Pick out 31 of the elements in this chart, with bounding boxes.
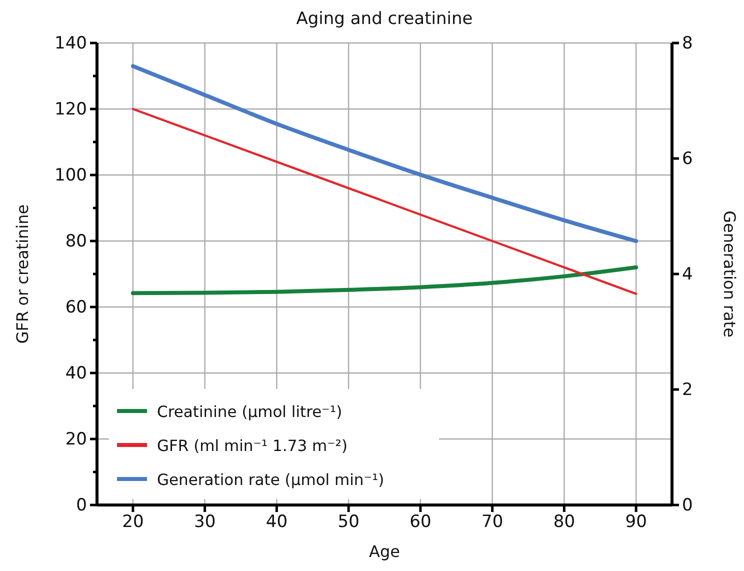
line-series xyxy=(132,108,638,295)
y2-tick-label: 0 xyxy=(682,495,693,516)
x-tick-label: 30 xyxy=(194,512,216,532)
y-tick-label: 140 xyxy=(54,33,87,54)
legend-label: Creatinine (μmol litre⁻¹) xyxy=(157,403,342,421)
x-tick-label: 80 xyxy=(553,512,576,532)
y-tick-label: 40 xyxy=(65,363,87,384)
legend-label: Generation rate (μmol min⁻¹) xyxy=(157,471,384,489)
x-tick-label: 40 xyxy=(266,512,288,532)
x-tick-label: 20 xyxy=(122,512,144,532)
x-tick-label: 90 xyxy=(625,512,647,532)
x-axis-title: Age xyxy=(369,542,400,561)
x-tick-label: 60 xyxy=(410,512,432,532)
x-tick-label: 50 xyxy=(338,512,360,532)
line-series xyxy=(130,64,638,244)
y2-tick-label: 2 xyxy=(682,380,693,400)
x-tick-label: 70 xyxy=(481,512,504,532)
y-tick-label: 80 xyxy=(65,231,87,252)
y-tick-label: 0 xyxy=(76,495,87,516)
y2-tick-label: 8 xyxy=(682,33,693,54)
chart-title: Aging and creatinine xyxy=(296,9,473,29)
legend-label: GFR (ml min⁻¹ 1.73 m⁻²) xyxy=(157,437,348,455)
y-tick-label: 100 xyxy=(54,165,87,186)
y-tick-label: 20 xyxy=(65,429,87,450)
y-tick-label: 120 xyxy=(54,99,87,120)
y-tick-label: 60 xyxy=(65,297,87,318)
y2-tick-label: 6 xyxy=(682,148,693,169)
y2-tick-label: 4 xyxy=(682,264,693,284)
y2-axis-title: Generation rate xyxy=(720,210,739,338)
line-series xyxy=(130,265,638,296)
y-axis-title: GFR or creatinine xyxy=(13,204,32,344)
